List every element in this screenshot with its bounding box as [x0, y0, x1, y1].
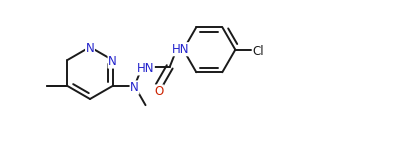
Text: HN: HN — [172, 43, 190, 56]
Text: N: N — [108, 55, 117, 68]
Text: O: O — [154, 85, 163, 98]
Text: Cl: Cl — [253, 45, 265, 58]
Text: N: N — [130, 81, 139, 94]
Text: N: N — [86, 42, 94, 55]
Text: HN: HN — [137, 62, 154, 75]
